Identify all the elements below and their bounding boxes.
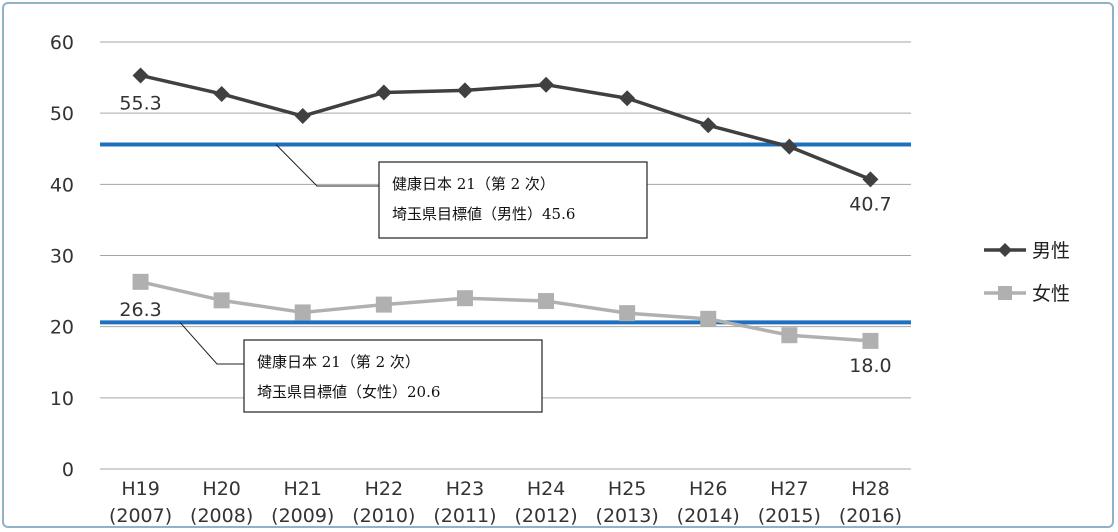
line-chart: 0 10 20 30 40 50 60 H19 (2007) H20 (2008) H21 (2009… [50,32,1070,526]
annotation-box [243,339,543,413]
point-marker [862,332,879,349]
x-tick-label: H27 [770,478,808,500]
x-tick-sublabel: (2007) [109,505,172,526]
point-marker [700,310,717,327]
x-tick-label: H22 [365,478,403,500]
data-labels: 55.3 40.7 26.3 18.0 [119,92,891,376]
annotations: 健康日本 21（第 2 次） 埼玉県目標値（男性）45.6 健康日本 21（第 2 … [179,144,648,413]
annotation-text: 埼玉県目標値（男性）45.6 [392,205,575,223]
point-marker [375,296,392,313]
point-marker [781,327,798,344]
point-marker [862,171,879,188]
point-marker [132,273,149,290]
legend-label: 女性 [1032,283,1070,305]
point-marker [132,67,149,84]
x-tick-label: H19 [121,478,159,500]
x-tick-label: H21 [284,478,322,500]
y-axis: 0 10 20 30 40 50 60 [50,32,74,481]
x-tick-sublabel: (2010) [352,505,415,526]
point-marker [213,85,230,102]
x-tick-sublabel: (2014) [677,505,740,526]
x-tick-label: H20 [202,478,240,500]
point-marker [781,138,798,155]
point-marker [619,90,636,107]
point-marker [456,82,473,99]
series-line [140,73,872,181]
x-axis: H19 (2007) H20 (2008) H21 (2009) H22 (2010) H23 (… [109,478,902,526]
legend-label: 男性 [1032,240,1070,262]
x-tick-sublabel: (2011) [433,505,496,526]
data-label: 26.3 [119,299,161,321]
annotation-box [378,161,648,239]
legend-marker [998,243,1012,257]
point-marker [294,108,311,125]
y-tick-label: 20 [50,317,74,339]
y-tick-label: 10 [50,388,74,410]
annotation-text: 健康日本 21（第 2 次） [257,353,420,371]
point-marker [538,76,555,93]
series-line [140,280,871,343]
x-tick-sublabel: (2016) [839,505,902,526]
point-marker [456,290,473,307]
y-tick-label: 0 [62,459,74,481]
y-tick-label: 60 [50,32,74,54]
x-tick-sublabel: (2009) [271,505,334,526]
x-tick-label: H25 [608,478,646,500]
data-label: 55.3 [119,92,161,114]
annotation-text: 健康日本 21（第 2 次） [392,175,555,193]
x-tick-sublabel: (2012) [514,505,577,526]
point-marker [375,84,392,101]
x-tick-label: H24 [527,478,565,500]
y-tick-label: 50 [50,103,74,125]
legend-marker [998,286,1012,300]
leader-line [275,144,379,187]
point-marker [700,117,717,134]
data-label: 40.7 [849,193,891,215]
point-marker [213,292,230,309]
x-tick-label: H23 [446,478,484,500]
point-marker [538,293,555,310]
point-marker [619,305,636,322]
data-label: 18.0 [849,355,891,377]
x-tick-label: H26 [689,478,727,500]
y-tick-label: 40 [50,174,74,196]
point-marker [294,304,311,321]
x-tick-sublabel: (2008) [190,505,253,526]
series-group [132,67,879,349]
y-tick-label: 30 [50,246,74,268]
annotation-text: 埼玉県目標値（女性）20.6 [257,383,440,401]
x-tick-sublabel: (2013) [596,505,659,526]
x-tick-sublabel: (2015) [758,505,821,526]
leader-line [179,322,244,365]
x-tick-label: H28 [851,478,889,500]
